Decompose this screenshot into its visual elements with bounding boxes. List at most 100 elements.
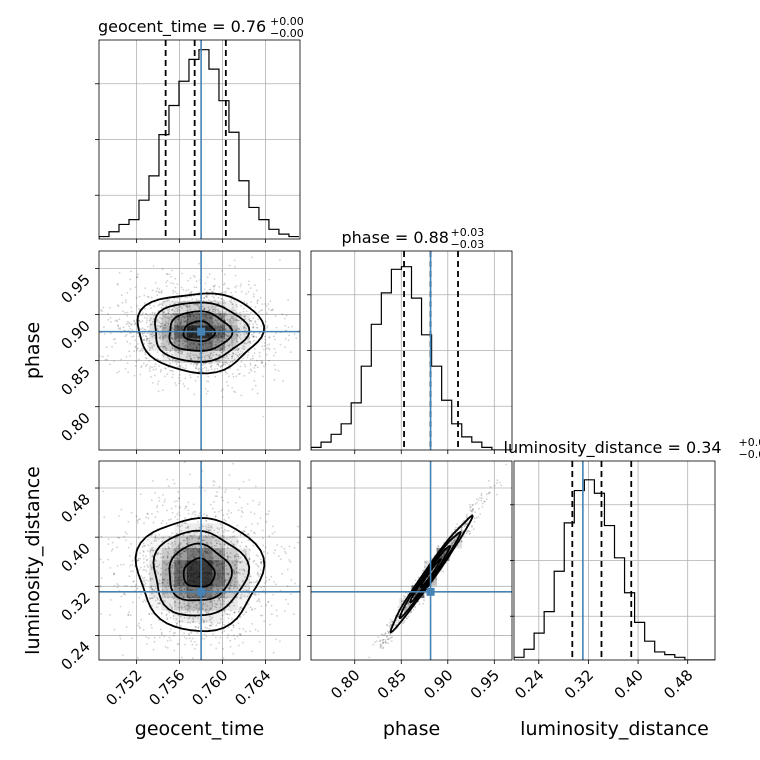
scatter-point [168,343,170,345]
scatter-point [218,485,221,488]
scatter-point [134,346,137,349]
panel-title-phase: phase = 0.88 +0.03−0.03 [342,226,485,251]
scatter-point [215,353,218,356]
scatter-point [216,603,219,606]
scatter-point [228,319,231,321]
scatter-point [149,347,152,349]
scatter-point [109,321,112,323]
scatter-point [158,496,160,499]
scatter-point [239,634,242,637]
scatter-point [168,317,171,319]
scatter-point [181,552,184,555]
scatter-point [268,359,270,362]
scatter-point [290,593,292,595]
scatter-point [164,498,166,501]
scatter-point [283,610,286,612]
scatter-point [175,624,178,627]
scatter-point [183,338,185,341]
scatter-point [254,320,257,323]
scatter-point [262,452,264,454]
scatter-point [150,542,153,544]
scatter-point [476,498,478,500]
scatter-point [256,572,259,575]
scatter-point [182,534,185,537]
scatter-point [252,326,255,329]
scatter-point [231,317,234,320]
scatter-point [194,354,197,356]
scatter-point [197,611,199,614]
scatter-point [225,355,228,357]
scatter-point [125,585,128,588]
scatter-point [259,297,262,299]
scatter-point [166,309,169,312]
scatter-point [120,595,123,598]
scatter-point [394,624,396,627]
scatter-point [247,603,249,605]
truth-geocent_time-luminosity_distance [99,461,300,660]
scatter-point [151,588,154,591]
scatter-point [219,599,222,602]
scatter-point [216,367,219,370]
scatter-point [274,338,276,341]
scatter-point [270,604,273,607]
scatter-point [196,356,199,359]
scatter-point [283,317,286,320]
scatter-point [166,563,169,566]
scatter-point [177,525,179,527]
scatter-point [164,367,167,369]
scatter-point [193,534,196,537]
scatter-point [141,314,143,316]
scatter-point [231,340,233,343]
scatter-point [176,310,179,313]
scatter-point [212,480,215,482]
scatter-point [224,361,227,364]
scatter-point [379,645,382,648]
scatter-point [175,585,177,588]
scatter-point [259,517,262,520]
scatter-point [243,570,246,572]
scatter-point [175,307,178,310]
scatter-point [172,370,174,373]
scatter-point [253,593,256,596]
scatter-point [215,606,218,609]
scatter-point [142,551,145,553]
scatter-point [236,341,239,343]
scatter-point [170,281,173,284]
scatter-point [252,336,255,339]
scatter-point [213,500,215,503]
scatter-point [160,322,162,325]
scatter-point [414,579,417,582]
scatter-point [205,663,207,665]
scatter-point [171,542,174,544]
scatter-point [465,513,468,516]
scatter-point [170,518,172,521]
scatter-point [401,600,403,602]
scatter-point [246,332,249,335]
scatter-point [227,556,230,559]
scatter-point [187,604,190,607]
scatter-point [151,588,154,591]
scatter-point [237,541,240,544]
scatter-point [224,346,227,348]
scatter-point [209,353,212,355]
scatter-point [233,259,236,262]
scatter-point [139,518,141,520]
scatter-point [168,273,171,276]
scatter-point [142,334,145,337]
scatter-point [188,292,191,294]
scatter-point [129,614,132,616]
scatter-point [467,530,470,533]
scatter-point [247,589,250,592]
scatter-point [218,540,220,543]
scatter-point [196,364,199,367]
scatter-point [150,323,152,326]
scatter-point [183,346,186,349]
scatter-point [144,545,146,547]
scatter-point [384,641,387,644]
scatter-point [185,505,187,508]
scatter-point [154,282,157,284]
scatter-point [387,630,389,633]
scatter-point [243,346,246,348]
scatter-point [267,513,270,516]
scatter-point [73,589,75,591]
